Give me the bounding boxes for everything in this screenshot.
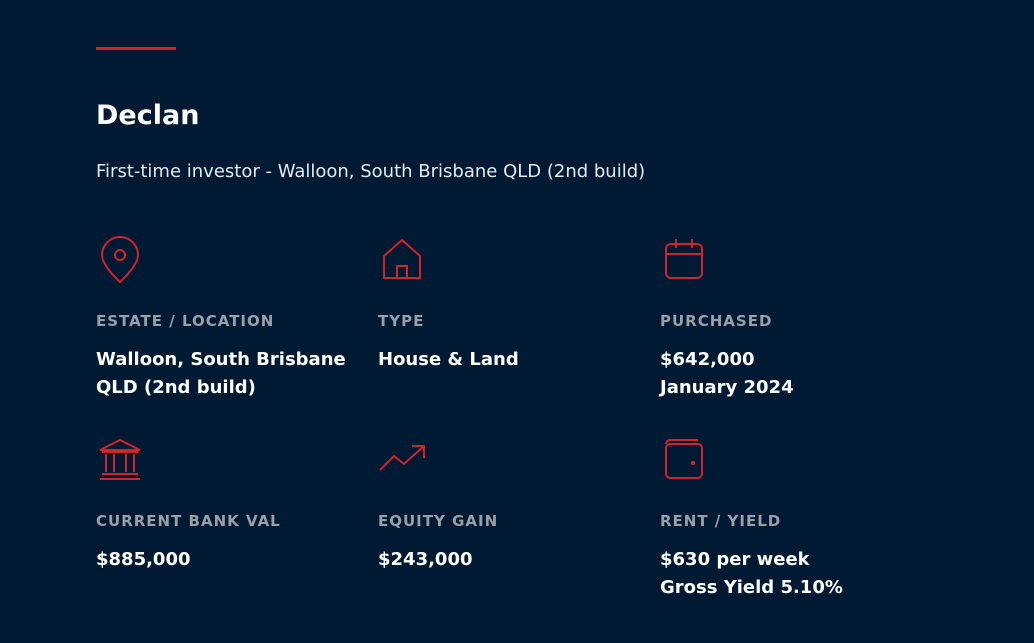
value: $642,000 January 2024 — [660, 346, 930, 402]
value: $630 per week Gross Yield 5.10% — [660, 546, 930, 602]
value-line: $630 per week — [660, 549, 810, 570]
value-line: $885,000 — [96, 549, 191, 570]
icon — [665, 239, 703, 279]
stat: CURRENT BANK VAL $885,000 — [96, 436, 366, 574]
title: Declan — [96, 100, 200, 131]
stat: EQUITY GAIN $243,000 — [378, 436, 648, 574]
icon — [99, 438, 141, 480]
icon — [665, 439, 703, 479]
value-line: QLD (2nd build) — [96, 377, 256, 398]
value: $243,000 — [378, 546, 648, 574]
value-line: $243,000 — [378, 549, 473, 570]
value-line: Gross Yield 5.10% — [660, 577, 843, 598]
icon — [100, 236, 140, 284]
value-line: $642,000 — [660, 349, 755, 370]
stat: ESTATE / LOCATION Walloon, South Brisban… — [96, 236, 366, 402]
label: PURCHASED — [660, 312, 773, 330]
value: $885,000 — [96, 546, 366, 574]
stat: RENT / YIELD $630 per week Gross Yield 5.… — [660, 436, 930, 602]
value: Walloon, South Brisbane QLD (2nd build) — [96, 346, 366, 402]
label: TYPE — [378, 312, 425, 330]
stat: PURCHASED $642,000 January 2024 — [660, 236, 930, 402]
subtitle: First-time investor - Walloon, South Bri… — [96, 161, 646, 182]
value-line: House & Land — [378, 349, 519, 370]
label: ESTATE / LOCATION — [96, 312, 275, 330]
icon — [383, 238, 421, 279]
icon — [379, 445, 425, 471]
value: House & Land — [378, 346, 648, 374]
accent-bar — [96, 47, 176, 50]
label: EQUITY GAIN — [378, 512, 499, 530]
label: RENT / YIELD — [660, 512, 782, 530]
value-line: January 2024 — [660, 377, 794, 398]
label: CURRENT BANK VAL — [96, 512, 281, 530]
value-line: Walloon, South Brisbane — [96, 349, 346, 370]
stat: TYPE House & Land — [378, 236, 648, 374]
